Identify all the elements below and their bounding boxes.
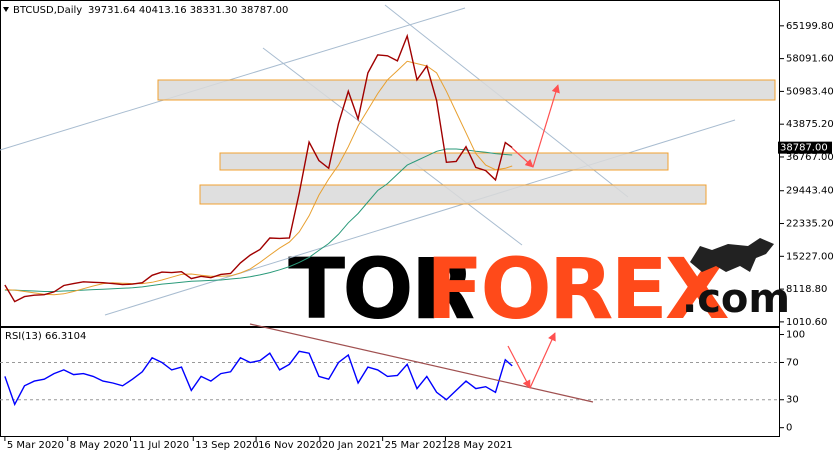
y-tick-label: 50983.40 — [786, 86, 834, 97]
series-line — [4, 148, 513, 292]
chart-title: BTCUSD,Daily — [13, 5, 82, 16]
y-tick-label: 70 — [786, 357, 799, 368]
bull-icon — [690, 238, 774, 272]
rsi-title: RSI(13) 66.3104 — [5, 331, 86, 342]
x-tick-label: 13 Sep 2020 — [195, 440, 258, 451]
x-tick-label: 8 May 2020 — [70, 440, 129, 451]
watermark-com: .com — [682, 276, 790, 322]
y-tick-label: 100 — [786, 330, 805, 341]
y-tick-label: 36767.00 — [786, 152, 834, 163]
ohlc-values: 39731.64 40413.16 38331.30 38787.00 — [88, 5, 288, 16]
header-icon — [3, 7, 9, 12]
x-tick-label: 25 Mar 2021 — [385, 440, 448, 451]
x-tick-label: 20 Jan 2021 — [322, 440, 382, 451]
rsi-panel — [0, 327, 780, 437]
x-tick-label: 28 May 2021 — [447, 440, 512, 451]
series-line — [4, 33, 513, 303]
watermark-tor: TOR — [288, 240, 474, 338]
watermark-forex: FOREX — [426, 240, 729, 338]
y-tick-label: 65199.80 — [786, 21, 834, 32]
price-panel — [0, 0, 780, 327]
series-layer — [0, 33, 780, 407]
last-price-label: 38787.00 — [780, 143, 828, 154]
y-tick-label: 1010.60 — [786, 317, 827, 328]
y-tick-label: 15227.00 — [786, 251, 834, 262]
y-tick-label: 30 — [786, 395, 799, 406]
series-line — [4, 350, 513, 407]
y-tick-label: 43875.20 — [786, 119, 834, 130]
y-tick-label: 8118.80 — [786, 284, 827, 295]
arrows — [249, 84, 594, 403]
last-price-box — [778, 141, 832, 154]
x-tick-label: 11 Jul 2020 — [132, 440, 189, 451]
series-line — [4, 60, 513, 296]
y-tick-label: 22335.20 — [786, 219, 834, 230]
watermark: TOR FOREX .com — [288, 238, 790, 338]
x-tick-label: 5 Mar 2020 — [7, 440, 64, 451]
y-tick-label: 29443.40 — [786, 186, 834, 197]
y-tick-label: 0 — [786, 423, 792, 434]
x-tick-label: 16 Nov 2020 — [258, 440, 322, 451]
zones — [157, 79, 776, 205]
y-tick-label: 58091.60 — [786, 54, 834, 65]
